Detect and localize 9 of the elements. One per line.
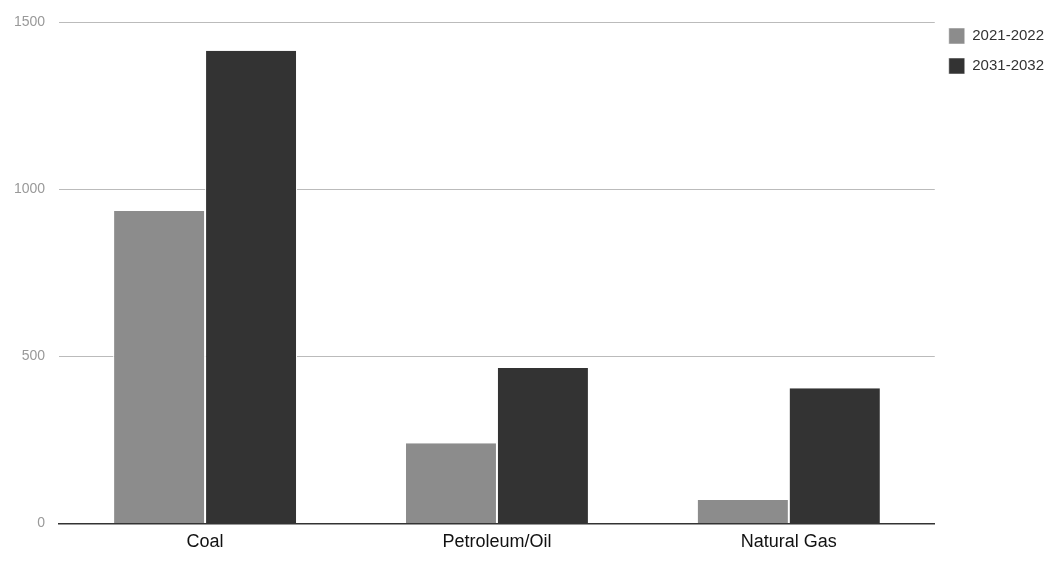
y-tick-label: 0 bbox=[37, 514, 46, 531]
y-tick-label: 500 bbox=[21, 347, 46, 364]
x-tick-label: Coal bbox=[186, 531, 224, 552]
x-tick-label: Natural Gas bbox=[740, 531, 837, 552]
y-tick-label: 1000 bbox=[13, 180, 46, 197]
y-tick-label: 1500 bbox=[13, 13, 46, 30]
x-tick-label: Petroleum/Oil bbox=[442, 531, 552, 552]
legend-label: 2021-2022 bbox=[972, 26, 1044, 44]
legend-label: 2031-2032 bbox=[972, 56, 1044, 74]
